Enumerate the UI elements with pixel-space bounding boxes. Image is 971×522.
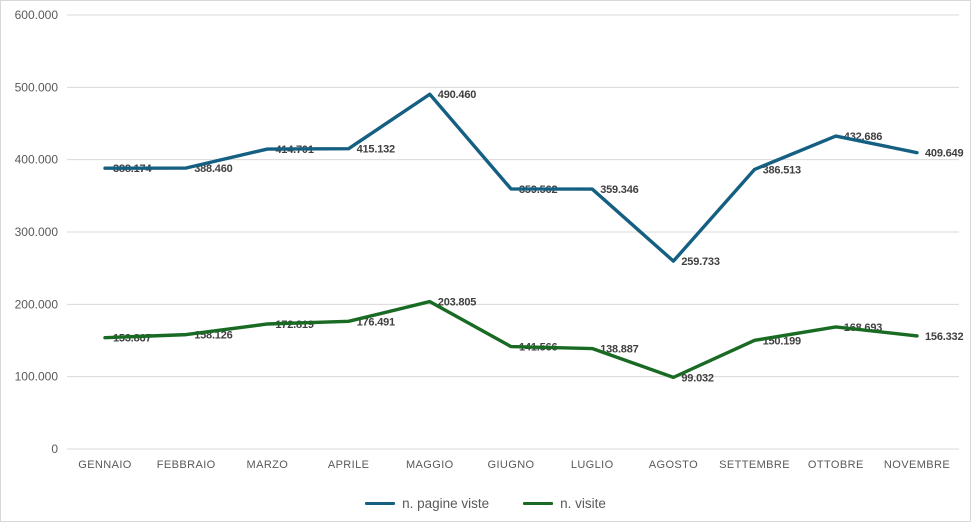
data-label-pagine-viste: 409.649 [925, 148, 963, 160]
chart-legend: n. pagine viste n. visite [1, 496, 970, 511]
x-axis-label: APRILE [328, 459, 370, 471]
y-axis-tick-label: 200.000 [15, 297, 59, 311]
x-axis-label: SETTEMBRE [719, 459, 790, 471]
legend-swatch-visite [523, 501, 554, 506]
x-axis-label: FEBBRAIO [157, 459, 216, 471]
data-label-visite: 156.332 [925, 331, 963, 343]
x-axis-label: LUGLIO [571, 459, 614, 471]
data-label-pagine-viste: 386.513 [763, 164, 801, 176]
x-axis-label: GIUGNO [487, 459, 534, 471]
legend-item-visite[interactable]: n. visite [523, 496, 606, 511]
legend-label-visite: n. visite [560, 496, 606, 511]
x-axis-label: MAGGIO [406, 459, 454, 471]
legend-item-pagine-viste[interactable]: n. pagine viste [365, 496, 489, 511]
series-line-visite[interactable] [103, 299, 919, 380]
y-axis-tick-label: 0 [51, 442, 58, 456]
data-label-pagine-viste: 415.132 [357, 144, 395, 156]
data-label-pagine-viste: 259.733 [681, 256, 719, 268]
data-label-pagine-viste: 490.460 [438, 89, 476, 101]
x-axis-label: NOVEMBRE [884, 459, 950, 471]
y-axis-tick-label: 300.000 [15, 225, 59, 239]
data-label-pagine-viste: 388.460 [194, 163, 232, 175]
data-label-pagine-viste: 359.346 [600, 184, 638, 196]
y-axis-tick-label: 500.000 [15, 80, 59, 94]
series-line-pagine-viste[interactable] [103, 92, 919, 263]
y-axis-tick-label: 600.000 [15, 8, 59, 22]
data-label-visite: 99.032 [681, 372, 714, 384]
x-axis-label: OTTOBRE [808, 459, 864, 471]
data-label-visite: 176.491 [357, 316, 395, 328]
x-axis-label: GENNAIO [78, 459, 132, 471]
data-label-visite: 203.805 [438, 297, 476, 309]
x-axis-label: AGOSTO [649, 459, 698, 471]
legend-swatch-pagine-viste [365, 501, 396, 506]
x-axis-label: MARZO [247, 459, 289, 471]
y-axis-tick-label: 100.000 [15, 370, 59, 384]
y-axis-tick-label: 400.000 [15, 153, 59, 167]
legend-label-pagine-viste: n. pagine viste [402, 496, 490, 511]
data-label-visite: 138.887 [600, 344, 638, 356]
